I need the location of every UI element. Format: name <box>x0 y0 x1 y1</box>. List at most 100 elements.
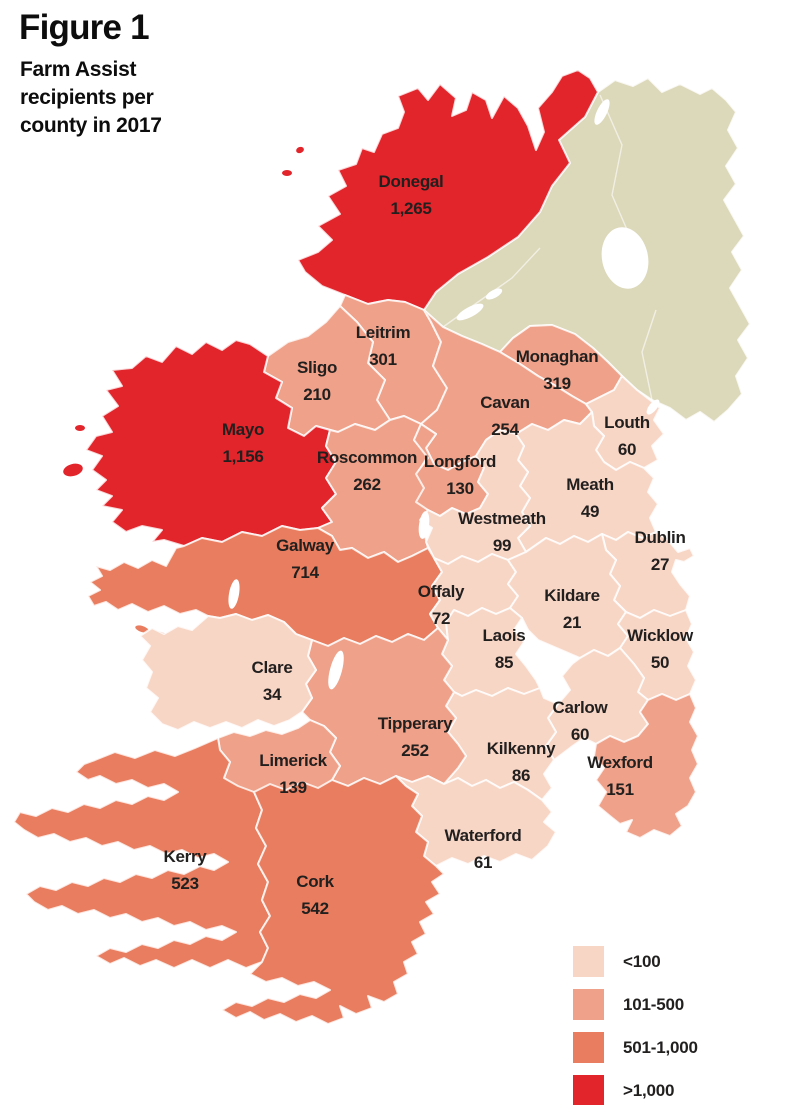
legend-label-lt100: <100 <box>623 951 661 971</box>
county-value: 319 <box>543 374 571 393</box>
legend-swatch-101-500 <box>573 989 604 1020</box>
county-name: Wexford <box>587 753 653 772</box>
county-name: Tipperary <box>377 714 453 733</box>
county-label-tipperary: Tipperary 252 <box>377 710 453 764</box>
lough-foyle-inlet <box>594 99 610 125</box>
county-name: Leitrim <box>355 323 411 342</box>
county-label-offaly: Offaly 72 <box>417 578 465 632</box>
county-label-longford: Longford 130 <box>424 448 496 502</box>
lake-lough-derg <box>328 650 344 690</box>
lake-lough-corrib <box>228 579 240 609</box>
county-value: 85 <box>494 653 514 672</box>
subtitle-line-3: county in 2017 <box>20 114 162 137</box>
county-label-waterford: Waterford 61 <box>445 822 522 876</box>
county-value: 50 <box>650 653 670 672</box>
county-label-westmeath: Westmeath 99 <box>458 505 546 559</box>
county-name: Cork <box>296 872 334 891</box>
county-name: Limerick <box>259 751 327 770</box>
county-name: Monaghan <box>515 347 599 366</box>
county-value: 72 <box>431 609 451 628</box>
legend-swatch-gt1000 <box>573 1075 604 1105</box>
donegal-islet <box>282 170 292 176</box>
legend-row-gt1000: >1,000 <box>573 1075 674 1105</box>
ni-internal-border <box>641 309 657 401</box>
county-name: Laois <box>482 626 526 645</box>
lake-lough-ree <box>418 511 430 539</box>
lake-lough-erne-upper <box>485 288 503 300</box>
aran-island <box>135 625 149 633</box>
county-label-laois: Laois 85 <box>483 622 526 676</box>
mayo-islet <box>75 425 85 431</box>
county-label-meath: Meath 49 <box>566 471 614 525</box>
county-value: 1,265 <box>390 199 432 218</box>
county-name: Roscommon <box>316 448 418 467</box>
subtitle-line-1: Farm Assist <box>20 58 137 81</box>
county-value: 301 <box>369 350 397 369</box>
county-name: Offaly <box>417 582 465 601</box>
legend-row-501-1000: 501-1,000 <box>573 1032 698 1063</box>
donegal-islet <box>296 146 304 154</box>
county-label-clare: Clare 34 <box>251 654 292 708</box>
county-label-dublin: Dublin 27 <box>634 524 685 578</box>
legend-label-101-500: 101-500 <box>623 994 684 1014</box>
lake-lough-erne <box>456 303 484 321</box>
county-name: Dublin <box>634 528 686 547</box>
county-label-kerry: Kerry 523 <box>164 843 207 897</box>
county-value: 523 <box>171 874 199 893</box>
carlingford-lough-inlet <box>646 399 660 415</box>
county-value: 1,156 <box>222 447 264 466</box>
county-name: Longford <box>423 452 497 471</box>
county-shape-donegal <box>297 69 599 311</box>
county-label-sligo: Sligo 210 <box>297 354 337 408</box>
county-value: 27 <box>650 555 670 574</box>
county-label-limerick: Limerick 139 <box>259 747 327 801</box>
lake-lough-neagh <box>601 227 649 289</box>
county-value: 254 <box>491 420 519 439</box>
legend-swatch-rect <box>573 989 604 1020</box>
county-value: 86 <box>511 766 531 785</box>
county-value: 21 <box>562 613 582 632</box>
county-label-kilkenny: Kilkenny 86 <box>487 735 556 789</box>
county-value: 99 <box>492 536 512 555</box>
county-value: 49 <box>580 502 600 521</box>
county-value: 210 <box>303 385 331 404</box>
county-value: 130 <box>446 479 474 498</box>
county-shape-mayo <box>85 339 337 547</box>
county-label-mayo: Mayo 1,156 <box>221 416 265 470</box>
county-value: 60 <box>570 725 590 744</box>
legend-label-gt1000: >1,000 <box>623 1080 675 1100</box>
county-name: Galway <box>276 536 334 555</box>
figure-subtitle: Farm Assist recipients per county in 201… <box>20 56 162 140</box>
subtitle-line-2: recipients per <box>20 86 154 109</box>
county-name: Donegal <box>378 172 444 191</box>
county-name: Kildare <box>544 586 600 605</box>
legend-swatch-rect <box>573 1032 604 1063</box>
county-value: 262 <box>353 475 381 494</box>
county-name: Louth <box>604 413 650 432</box>
county-name: Kerry <box>163 847 207 866</box>
county-label-galway: Galway 714 <box>276 532 334 586</box>
county-name: Cavan <box>480 393 530 412</box>
legend-swatch-lt100 <box>573 946 604 977</box>
legend-row-lt100: <100 <box>573 946 661 977</box>
county-label-louth: Louth 60 <box>604 409 650 463</box>
county-name: Meath <box>566 475 614 494</box>
county-value: 542 <box>301 899 329 918</box>
legend-row-101-500: 101-500 <box>573 989 684 1020</box>
county-label-leitrim: Leitrim 301 <box>356 319 411 373</box>
legend-swatch-rect <box>573 946 604 977</box>
county-name: Waterford <box>444 826 522 845</box>
ni-internal-border <box>599 94 629 233</box>
county-label-carlow: Carlow 60 <box>553 694 608 748</box>
county-label-monaghan: Monaghan 319 <box>516 343 599 397</box>
county-value: 139 <box>279 778 307 797</box>
county-name: Wicklow <box>627 626 693 645</box>
county-value: 61 <box>473 853 493 872</box>
rathlin-island <box>645 87 655 93</box>
county-label-donegal: Donegal 1,265 <box>379 168 444 222</box>
county-value: 714 <box>291 563 319 582</box>
county-name: Mayo <box>221 420 265 439</box>
county-shape-cork <box>221 775 445 1025</box>
county-name: Carlow <box>552 698 608 717</box>
